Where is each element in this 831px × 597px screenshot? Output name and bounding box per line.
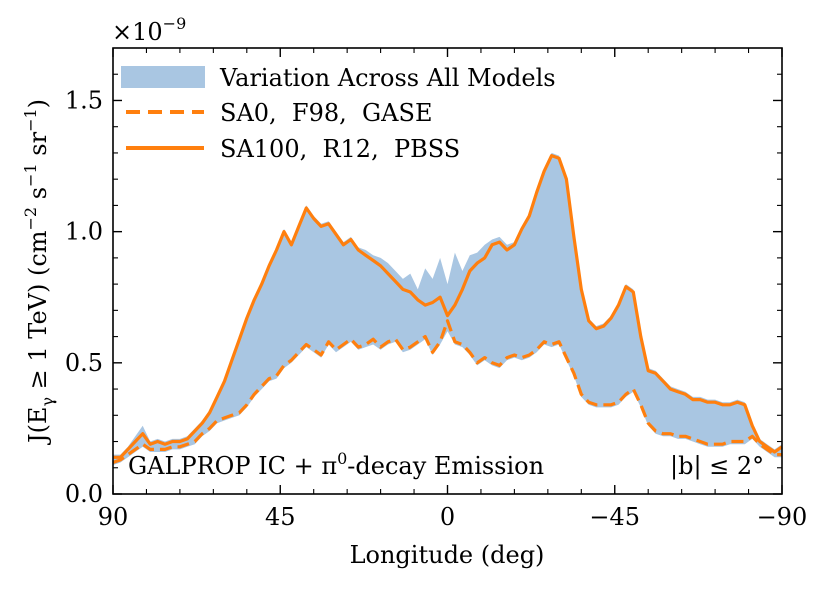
legend-swatch-band — [121, 66, 205, 88]
variation-band — [113, 152, 782, 466]
series-line-solid — [113, 154, 783, 459]
y-tick-label: 1.5 — [65, 86, 103, 114]
legend-label-dashed: SA0, F98, GASE — [220, 99, 432, 127]
x-tick-label: 45 — [265, 503, 296, 531]
x-tick-label: 0 — [440, 503, 455, 531]
annotation-emission: GALPROP IC + π0-decay Emission — [128, 449, 544, 480]
x-tick-label: −45 — [589, 503, 640, 531]
x-tick-label: 90 — [98, 503, 129, 531]
y-axis-multiplier: ×10−9 — [112, 14, 186, 46]
variation-band-layer — [113, 152, 782, 466]
legend: Variation Across All Models SA0, F98, GA… — [121, 64, 556, 163]
y-tick-label: 1.0 — [65, 218, 103, 246]
annotation-latitude: |b| ≤ 2° — [670, 452, 764, 481]
series-line-dashed — [112, 319, 782, 465]
tick-layer: 90 45 0 −45 −90 0.0 0.5 1.0 1.5 — [65, 48, 808, 531]
x-axis-label: Longitude (deg) — [350, 541, 545, 569]
series-line-layer — [112, 154, 783, 465]
legend-label-solid: SA100, R12, PBSS — [220, 135, 460, 163]
y-axis-label: J(Eγ ≥ 1 TeV) (cm−2 s−1 sr−1) — [21, 99, 57, 446]
y-tick-label: 0.0 — [65, 480, 103, 508]
legend-label-band: Variation Across All Models — [219, 64, 556, 92]
y-tick-label: 0.5 — [65, 349, 103, 377]
x-tick-label: −90 — [757, 503, 808, 531]
